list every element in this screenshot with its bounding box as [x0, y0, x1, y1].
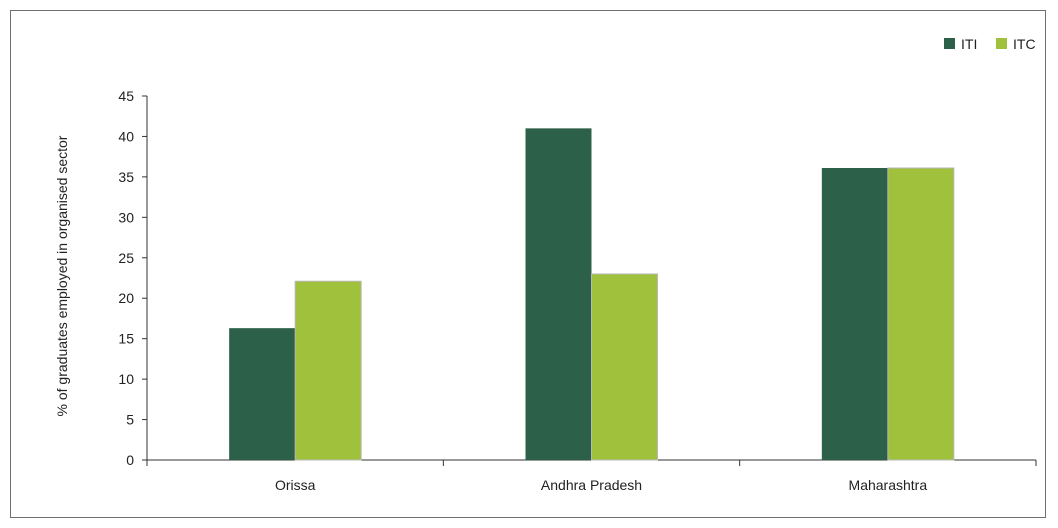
bar-iti-maharashtra [821, 167, 888, 461]
y-tick-label: 0 [126, 452, 134, 468]
x-axis: Orissa Andhra Pradesh Maharashtra [146, 459, 1037, 493]
y-tick-label: 10 [118, 371, 134, 387]
y-tick-label: 35 [118, 169, 134, 185]
x-tick-label: Maharashtra [849, 477, 928, 493]
y-axis-label: % of graduates employed in organised sec… [54, 135, 70, 416]
y-axis: 0 5 10 15 20 25 30 35 40 45 [118, 88, 148, 468]
bar-itc-maharashtra [887, 167, 955, 461]
y-tick-label: 45 [118, 88, 134, 104]
x-tick-label: Andhra Pradesh [541, 477, 642, 493]
legend-swatch-iti [944, 38, 955, 49]
y-tick-label: 30 [118, 209, 134, 225]
y-tick-label: 25 [118, 250, 134, 266]
bar-itc-andhra-pradesh [591, 273, 658, 461]
legend-label-iti: ITI [961, 36, 977, 52]
y-tick-label: 5 [126, 412, 134, 428]
y-tick-label: 40 [118, 128, 134, 144]
bar-iti-orissa [229, 328, 296, 460]
legend: ITI ITC [944, 36, 1036, 52]
legend-label-itc: ITC [1013, 36, 1036, 52]
bar-iti-andhra-pradesh [525, 128, 592, 460]
bars [229, 128, 955, 461]
x-tick-label: Orissa [275, 477, 316, 493]
y-tick-label: 15 [118, 331, 134, 347]
bar-itc-orissa [294, 280, 362, 461]
legend-swatch-itc [996, 38, 1007, 49]
y-tick-label: 20 [118, 290, 134, 306]
